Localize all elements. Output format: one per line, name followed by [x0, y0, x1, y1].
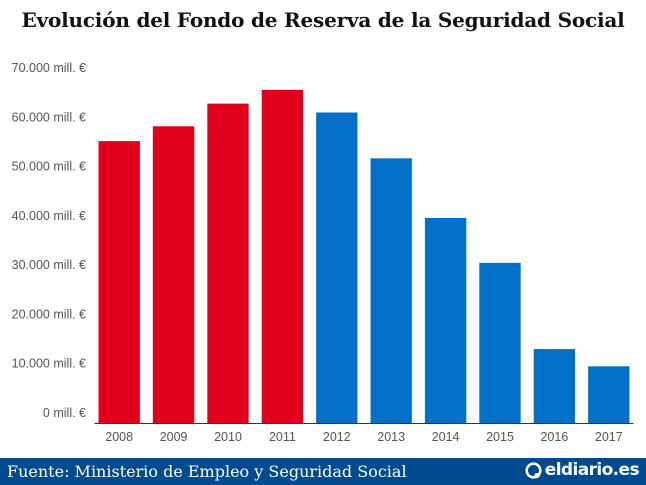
bars [98, 89, 630, 424]
footer-bar: Fuente: Ministerio de Empleo y Seguridad… [0, 458, 646, 485]
source-text: Fuente: Ministerio de Empleo y Seguridad… [7, 462, 407, 481]
y-tick-label: 70.000 mill. € [12, 61, 86, 75]
bar-chart: 0 mill. € 10.000 mill. € 20.000 mill. € 30.… [12, 61, 634, 444]
bar-2016 [533, 349, 576, 423]
brand-name: eldiario.es [544, 460, 640, 480]
bar-2009 [152, 126, 195, 424]
x-tick-label: 2008 [105, 430, 133, 444]
brand-logo[interactable]: eldiario.es [525, 460, 640, 480]
y-tick-label: 0 mill. € [43, 406, 86, 420]
y-tick-label: 20.000 mill. € [12, 307, 86, 321]
y-tick-label: 40.000 mill. € [12, 209, 86, 223]
y-tick-label: 10.000 mill. € [12, 357, 86, 371]
y-tick-label: 60.000 mill. € [12, 110, 86, 124]
bar-2008 [98, 141, 140, 424]
bar-2017 [588, 366, 630, 423]
bar-2014 [424, 217, 467, 423]
x-tick-label: 2013 [377, 430, 405, 444]
chart-title: Evolución del Fondo de Reserva de la Seg… [21, 8, 625, 32]
y-tick-label: 50.000 mill. € [12, 160, 86, 174]
bar-2013 [370, 158, 412, 424]
bar-2010 [207, 103, 249, 423]
x-tick-label: 2016 [540, 430, 568, 444]
bar-2011 [261, 89, 304, 423]
x-tick-label: 2010 [214, 430, 242, 444]
x-tick-label: 2017 [595, 430, 623, 444]
x-tick-label: 2011 [269, 430, 296, 444]
x-tick-label: 2012 [323, 430, 351, 444]
x-tick-label: 2014 [432, 430, 460, 444]
y-axis-ticks: 0 mill. € 10.000 mill. € 20.000 mill. € 30.… [12, 61, 86, 420]
x-tick-label: 2009 [160, 430, 188, 444]
eldiario-logo-icon [525, 461, 542, 479]
bar-2015 [479, 262, 521, 423]
bar-2012 [316, 112, 358, 423]
x-tick-label: 2015 [486, 430, 514, 444]
y-tick-label: 30.000 mill. € [12, 258, 86, 272]
x-axis-ticks: 2008 2009 2010 2011 2012 2013 2014 2015 2016 2017 [105, 430, 622, 444]
